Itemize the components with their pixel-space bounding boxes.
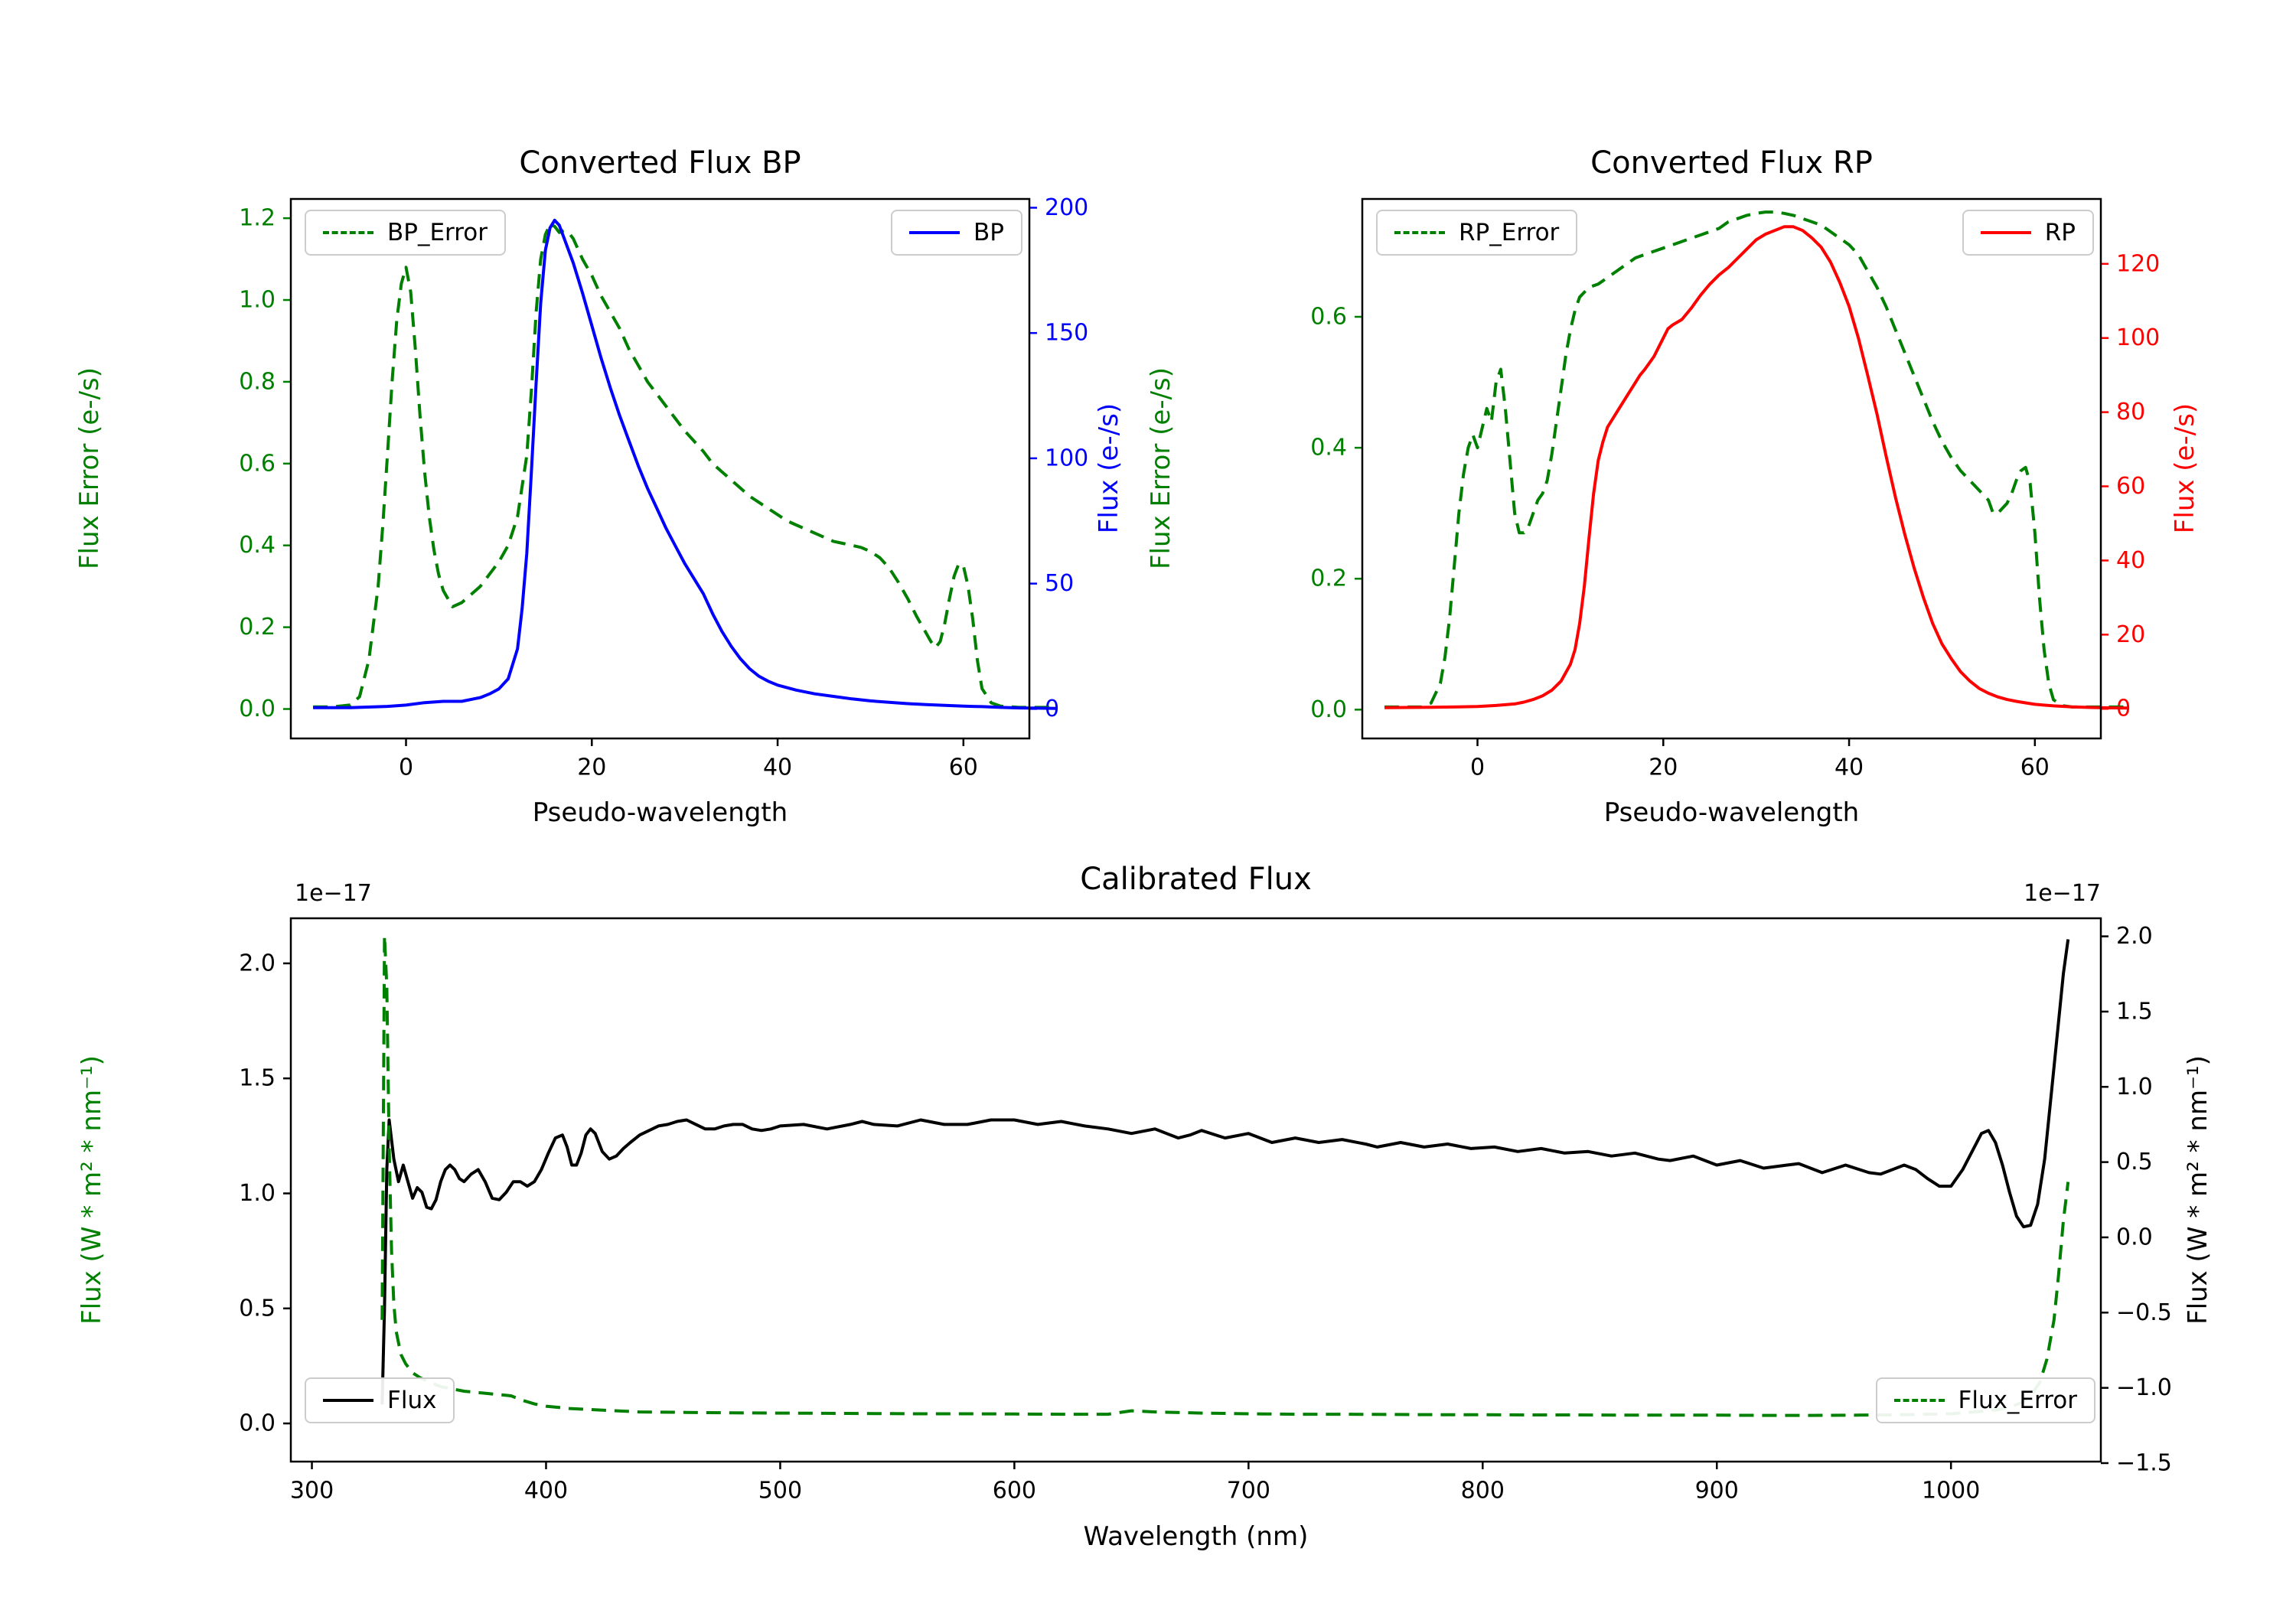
axes-frame <box>1361 197 2102 740</box>
rp-legend: RP <box>1962 210 2094 256</box>
y-tick-right-label: 120 <box>2116 250 2160 277</box>
calibrated-chart-title: Calibrated Flux <box>1080 862 1312 897</box>
y-tick-left-label: 1.2 <box>239 205 276 232</box>
x-tick-label: 40 <box>763 755 792 781</box>
y-tick-right-label: 1.5 <box>2116 998 2153 1025</box>
calibrated-right-axis-label: Flux (W * m² * nm⁻¹) <box>2183 1055 2213 1325</box>
y-tick-right-label: 200 <box>1045 194 1088 221</box>
right-axis-offset-text: 1e−17 <box>2024 880 2101 907</box>
y-tick-right-label: 50 <box>1045 570 1074 597</box>
x-tick-label: 0 <box>399 755 413 781</box>
x-tick-label: 900 <box>1695 1478 1739 1504</box>
flux-error-legend-label: Flux_Error <box>1958 1387 2078 1414</box>
y-tick-right-label: −1.5 <box>2116 1449 2172 1476</box>
bp-right-axis-label: Flux (e-/s) <box>1094 403 1124 534</box>
y-tick-left-label: 0.4 <box>1310 435 1347 461</box>
x-tick-label: 60 <box>2020 755 2050 781</box>
y-tick-right-label: 20 <box>2116 621 2145 648</box>
flux-legend-line <box>323 1399 373 1402</box>
x-tick-label: 400 <box>524 1478 568 1504</box>
y-tick-left-label: 1.0 <box>239 287 276 314</box>
y-tick-left-label: 0.0 <box>1310 696 1347 723</box>
calibrated-xaxis-label: Wavelength (nm) <box>1083 1521 1309 1552</box>
y-tick-left-label: 0.2 <box>239 614 276 641</box>
y-tick-left-label: 0.4 <box>239 532 276 559</box>
y-tick-left-label: 0.6 <box>239 450 276 477</box>
bp-error-legend-label: BP_Error <box>387 219 488 246</box>
rp-error-legend-label: RP_Error <box>1459 219 1560 246</box>
bp-legend-label: BP <box>974 219 1004 246</box>
rp-error-legend: RP_Error <box>1376 210 1578 256</box>
rp-legend-line <box>1980 231 2031 234</box>
y-tick-right-label: 100 <box>2116 324 2160 351</box>
rp-error-legend-line <box>1394 231 1445 234</box>
y-tick-right-label: 60 <box>2116 473 2145 500</box>
bp-legend: BP <box>891 210 1022 256</box>
x-tick-label: 300 <box>290 1478 334 1504</box>
y-tick-left-label: 0.6 <box>1310 304 1347 331</box>
y-tick-right-label: 40 <box>2116 547 2145 574</box>
y-tick-left-label: 1.0 <box>239 1180 276 1207</box>
x-tick-label: 1000 <box>1922 1478 1980 1504</box>
x-tick-label: 800 <box>1461 1478 1505 1504</box>
curve-RP_Error <box>1384 210 2128 709</box>
y-tick-right-label: 2.0 <box>2116 923 2153 950</box>
axes-frame <box>289 917 2102 1463</box>
flux-error-legend-line <box>1893 1399 1945 1402</box>
y-tick-right-label: 0.0 <box>2116 1224 2153 1250</box>
left-axis-offset-text: 1e−17 <box>295 880 372 907</box>
bp-chart-title: Converted Flux BP <box>519 145 801 181</box>
x-tick-label: 60 <box>949 755 978 781</box>
flux-legend: Flux <box>305 1377 455 1423</box>
y-tick-left-label: 1.5 <box>239 1065 276 1092</box>
calibrated-left-axis-label: Flux (W * m² * nm⁻¹) <box>77 1055 107 1325</box>
curve-Flux_Error <box>380 934 2070 1417</box>
bp-legend-line <box>909 231 960 234</box>
y-tick-left-label: 0.0 <box>239 1410 276 1437</box>
rp-right-axis-label: Flux (e-/s) <box>2170 403 2200 534</box>
y-tick-right-label: 100 <box>1045 445 1088 471</box>
flux-error-legend: Flux_Error <box>1875 1377 2095 1423</box>
y-tick-left-label: 0.8 <box>239 368 276 395</box>
flux-legend-label: Flux <box>387 1387 437 1414</box>
y-tick-left-label: 2.0 <box>239 950 276 976</box>
x-tick-label: 20 <box>1649 755 1678 781</box>
y-tick-right-label: 80 <box>2116 399 2145 425</box>
bp-error-legend-line <box>323 231 373 234</box>
y-tick-right-label: −0.5 <box>2116 1299 2172 1326</box>
y-tick-left-label: 0.0 <box>239 696 276 722</box>
curve-Flux <box>380 939 2070 1405</box>
curve-RP <box>1384 225 2128 710</box>
y-tick-left-label: 0.2 <box>1310 566 1347 592</box>
subplot-cal: 300 400 500 600 700 800 900 1000 0.0 0.5 1.0 1.5 2.0… <box>239 917 2172 1504</box>
bp-left-axis-label: Flux Error (e-/s) <box>74 367 105 570</box>
x-tick-label: 0 <box>1470 755 1485 781</box>
x-tick-label: 500 <box>758 1478 802 1504</box>
axes-frame <box>289 197 1031 740</box>
y-tick-right-label: −1.0 <box>2116 1374 2172 1401</box>
curve-BP <box>313 218 1057 710</box>
bp-error-legend: BP_Error <box>305 210 507 256</box>
x-tick-label: 700 <box>1227 1478 1270 1504</box>
rp-chart-title: Converted Flux RP <box>1590 145 1873 181</box>
bp-xaxis-label: Pseudo-wavelength <box>532 797 788 828</box>
rp-xaxis-label: Pseudo-wavelength <box>1603 797 1860 828</box>
x-tick-label: 20 <box>577 755 606 781</box>
x-tick-label: 40 <box>1835 755 1864 781</box>
y-tick-left-label: 0.5 <box>239 1295 276 1322</box>
curve-BP_Error <box>313 223 1057 709</box>
y-tick-right-label: 1.0 <box>2116 1074 2153 1100</box>
rp-legend-label: RP <box>2044 219 2076 246</box>
rp-left-axis-label: Flux Error (e-/s) <box>1146 367 1176 570</box>
y-tick-right-label: 150 <box>1045 320 1088 347</box>
x-tick-label: 600 <box>993 1478 1036 1504</box>
y-tick-right-label: 0.5 <box>2116 1149 2153 1175</box>
